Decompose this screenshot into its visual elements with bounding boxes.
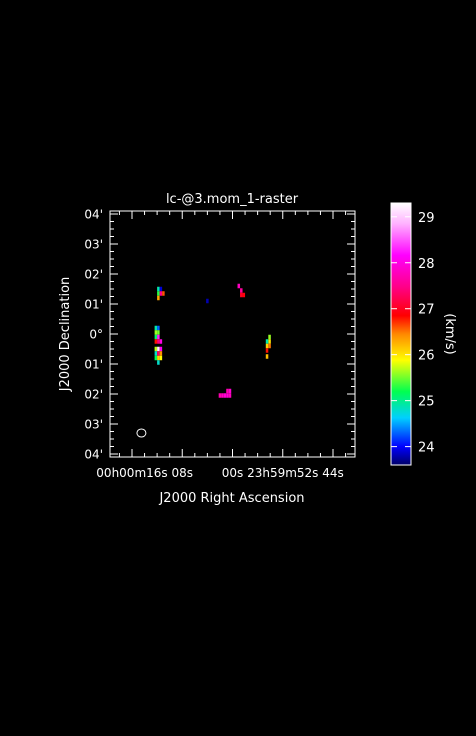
x-tick-label: 08s bbox=[171, 466, 193, 480]
velocity-pixel bbox=[159, 339, 163, 344]
velocity-pixel bbox=[159, 355, 163, 361]
velocity-pixel bbox=[159, 291, 163, 296]
beam-layer bbox=[136, 428, 147, 438]
velocity-pixel bbox=[154, 351, 158, 356]
velocity-pixel bbox=[154, 330, 158, 335]
velocity-pixel bbox=[268, 334, 271, 340]
velocity-pixel bbox=[154, 339, 158, 344]
velocity-pixel bbox=[162, 291, 165, 296]
velocity-pixel bbox=[240, 292, 243, 298]
colorbar-tick-label: 24 bbox=[418, 441, 435, 456]
velocity-pixel bbox=[157, 325, 160, 331]
velocity-pixel bbox=[154, 334, 158, 340]
y-tick-label: 02' bbox=[84, 268, 103, 282]
velocity-pixel bbox=[242, 292, 246, 298]
pixel-layer bbox=[154, 283, 271, 398]
colorbar-tick-label: 26 bbox=[418, 349, 435, 364]
velocity-pixel bbox=[265, 354, 269, 359]
colorbar-label: (km/s) bbox=[442, 313, 457, 355]
velocity-pixel bbox=[154, 355, 158, 361]
colorbar-tick-label: 27 bbox=[418, 303, 435, 318]
x-axis-ticks: 00h00m16s 08s 00s 23h59m52s 44s bbox=[96, 211, 347, 480]
velocity-pixel bbox=[154, 346, 158, 352]
velocity-pixel bbox=[265, 343, 269, 349]
plot-frame bbox=[109, 210, 356, 458]
beam-ellipse bbox=[136, 428, 147, 438]
x-tick-label: 00s bbox=[222, 466, 244, 480]
x-tick-label: 00h00m16s bbox=[96, 466, 167, 480]
y-tick-label: 04' bbox=[84, 448, 103, 462]
colorbar-tick-label: 29 bbox=[418, 211, 435, 226]
velocity-pixel bbox=[157, 351, 160, 356]
velocity-pixel bbox=[206, 298, 209, 304]
y-axis-ticks: 04' 03' 02' 01' 0° 01' 02' 03' 04' bbox=[84, 208, 355, 462]
velocity-pixel bbox=[157, 339, 160, 344]
y-tick-label: 01' bbox=[84, 298, 103, 312]
velocity-pixel bbox=[154, 325, 158, 331]
velocity-pixel bbox=[265, 339, 269, 344]
velocity-pixel bbox=[157, 295, 160, 301]
x-tick-label: 44s bbox=[322, 466, 344, 480]
velocity-pixel bbox=[157, 286, 160, 292]
chart-title: lc-@3.mom_1-raster bbox=[166, 192, 299, 207]
y-tick-label: 01' bbox=[84, 358, 103, 372]
velocity-pixel bbox=[228, 388, 232, 394]
velocity-pixel bbox=[159, 286, 163, 292]
x-tick-label: 23h59m52s bbox=[247, 466, 318, 480]
velocity-pixel bbox=[218, 393, 222, 398]
velocity-pixel bbox=[157, 334, 160, 340]
velocity-pixel bbox=[223, 393, 227, 398]
y-tick-label: 03' bbox=[84, 238, 103, 252]
velocity-pixel bbox=[240, 288, 243, 293]
y-tick-label: 0° bbox=[89, 328, 103, 342]
y-axis-label: J2000 Declination bbox=[58, 277, 73, 393]
colorbar-tick-label: 25 bbox=[418, 395, 435, 410]
velocity-pixel bbox=[221, 393, 224, 398]
velocity-pixel bbox=[157, 346, 160, 352]
velocity-pixel bbox=[268, 339, 271, 344]
velocity-pixel bbox=[226, 393, 229, 398]
colorbar bbox=[390, 202, 412, 466]
colorbar-ticks: 24 25 26 27 28 29 bbox=[391, 211, 435, 456]
velocity-pixel bbox=[159, 346, 163, 352]
velocity-pixel bbox=[268, 343, 271, 349]
velocity-pixel bbox=[237, 283, 241, 289]
y-tick-label: 02' bbox=[84, 388, 103, 402]
velocity-pixel bbox=[265, 348, 269, 353]
velocity-pixel bbox=[228, 393, 232, 398]
y-tick-label: 04' bbox=[84, 208, 103, 222]
velocity-pixel bbox=[159, 351, 163, 356]
velocity-pixel bbox=[157, 291, 160, 296]
colorbar-tick-label: 28 bbox=[418, 257, 435, 272]
velocity-pixel bbox=[157, 330, 160, 335]
x-axis-label: J2000 Right Ascension bbox=[158, 491, 304, 506]
velocity-pixel bbox=[157, 355, 160, 361]
velocity-pixel bbox=[157, 360, 160, 365]
velocity-pixel bbox=[226, 388, 229, 394]
y-tick-label: 03' bbox=[84, 418, 103, 432]
